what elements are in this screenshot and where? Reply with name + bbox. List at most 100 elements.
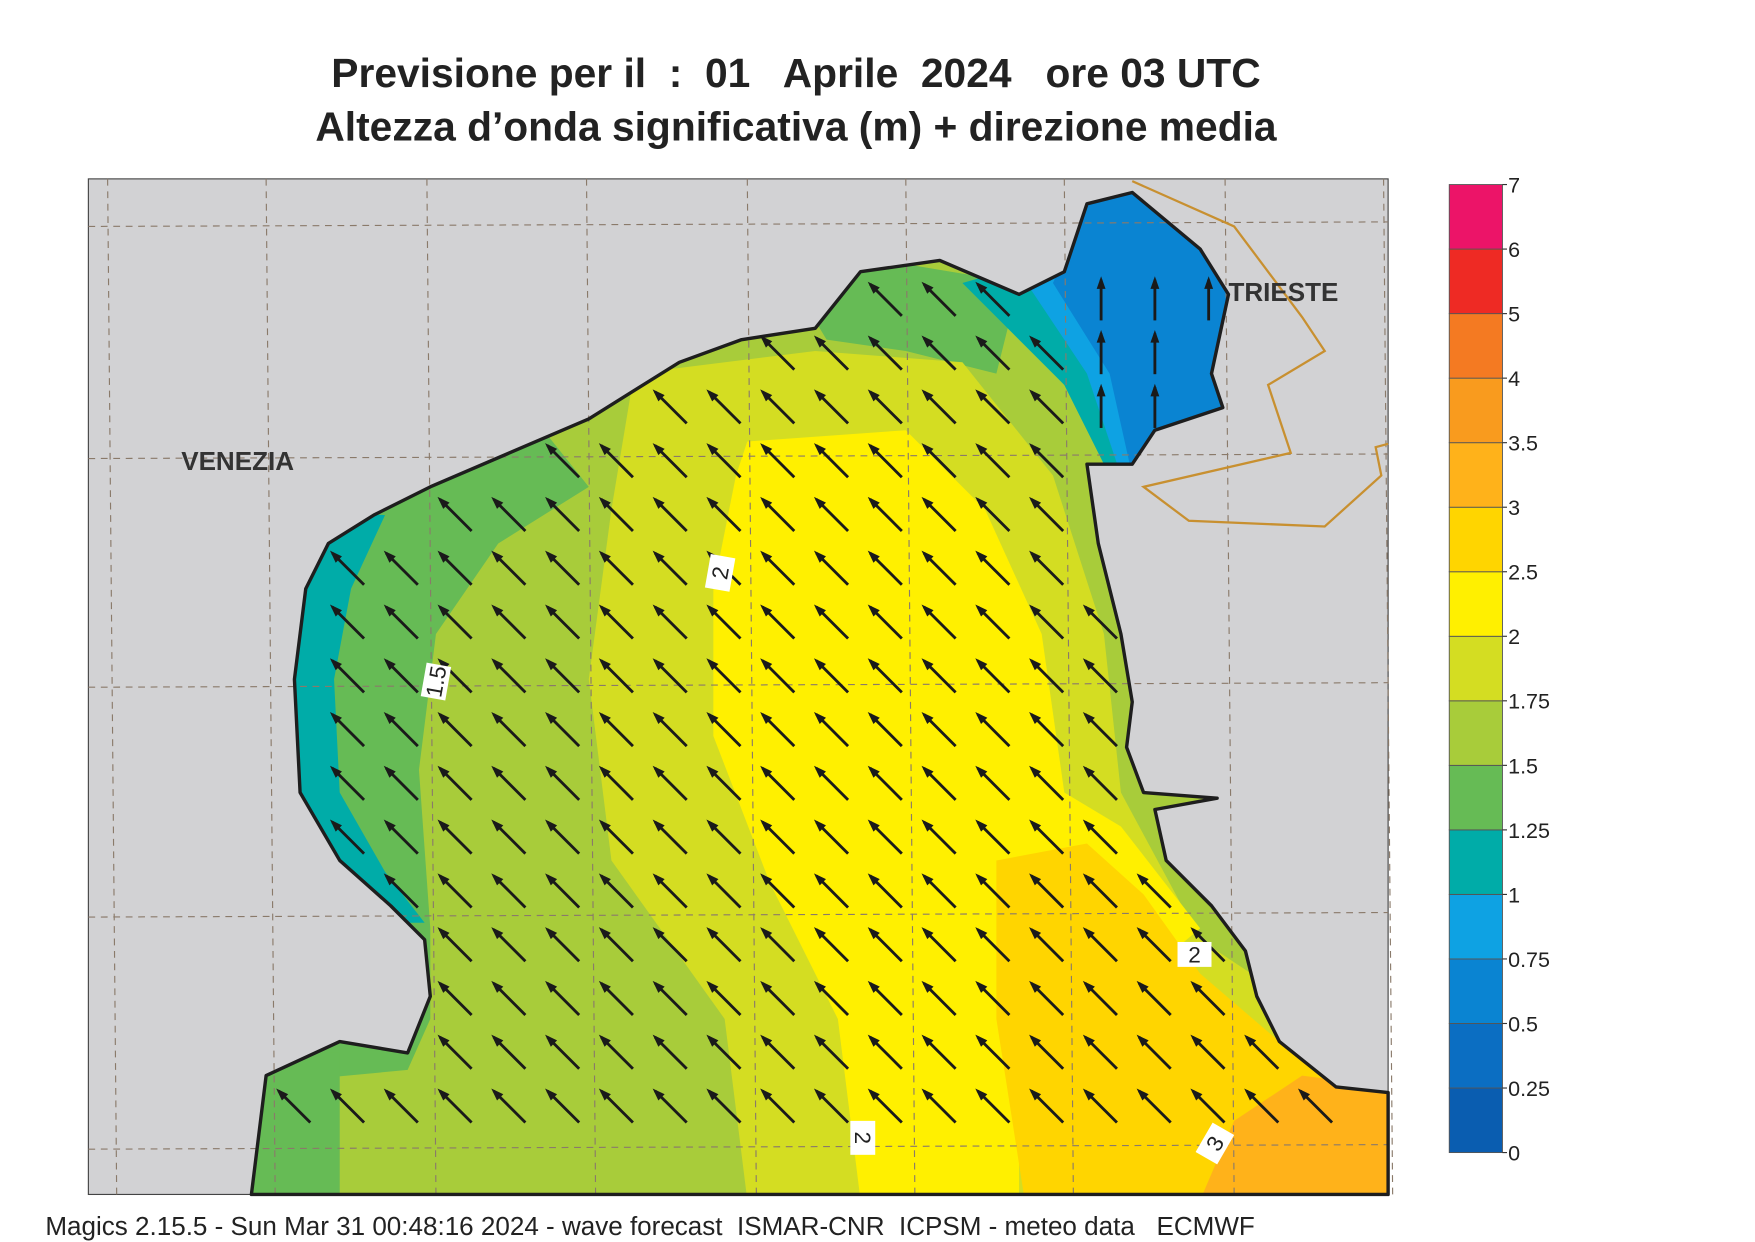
arrow-head: [760, 389, 773, 402]
direction-arrow: [1029, 927, 1065, 963]
arrow-head: [545, 1088, 558, 1101]
arrow-head: [921, 712, 934, 725]
direction-arrow: [1150, 330, 1160, 375]
colorbar-swatch: [1448, 571, 1503, 637]
arrow-head: [706, 873, 719, 886]
arrow-head: [867, 1034, 880, 1047]
direction-arrow: [975, 443, 1011, 479]
arrow-head: [813, 550, 826, 563]
direction-arrow: [491, 712, 527, 748]
arrow-head: [329, 819, 342, 832]
arrow-head: [437, 873, 450, 886]
arrow-head: [545, 443, 558, 456]
direction-arrow: [706, 496, 742, 532]
arrow-head: [1082, 1088, 1095, 1101]
direction-arrow: [867, 658, 903, 694]
direction-arrow: [652, 550, 688, 586]
arrow-head: [652, 1088, 665, 1101]
arrow-head: [921, 281, 934, 294]
direction-arrow: [760, 389, 796, 425]
colorbar-swatch: [1448, 893, 1503, 960]
arrow-head: [706, 496, 719, 509]
colorbar-label: 7: [1508, 173, 1520, 197]
arrow-head: [1150, 276, 1160, 289]
direction-arrow: [760, 1088, 796, 1124]
arrow-head: [652, 927, 665, 940]
colorbar-label: 5: [1508, 303, 1520, 327]
colorbar-label: 6: [1508, 238, 1520, 262]
coastline: [249, 190, 1390, 1197]
arrow-head: [760, 1034, 773, 1047]
arrow-head: [1029, 873, 1042, 886]
arrow-head: [706, 712, 719, 725]
direction-arrow: [383, 712, 419, 748]
direction-arrow: [545, 819, 581, 855]
direction-arrow: [813, 389, 850, 425]
arrow-head: [652, 1034, 665, 1047]
direction-arrow: [491, 927, 527, 963]
arrow-head: [921, 1034, 934, 1047]
direction-arrow: [598, 1034, 634, 1070]
contour-label: 2: [1177, 941, 1212, 967]
direction-arrow: [1082, 1034, 1118, 1070]
direction-arrow: [1029, 604, 1065, 640]
direction-arrow: [1082, 658, 1118, 694]
arrow-head: [760, 550, 773, 563]
arrow-head: [921, 335, 934, 348]
direction-arrow: [975, 927, 1011, 963]
colorbar-label: 1.5: [1508, 754, 1538, 778]
arrow-head: [921, 819, 934, 832]
arrow-head: [813, 335, 826, 348]
direction-arrow: [921, 1034, 957, 1070]
direction-arrow: [813, 819, 850, 855]
colorbar: 0 0.25 0.5 0.75 1 1.25 1.5 1.75 2 2.5 3 3.5 4 5 6 7: [1448, 173, 1550, 1165]
direction-arrow: [652, 819, 688, 855]
arrow-head: [760, 712, 773, 725]
direction-arrow: [975, 873, 1011, 909]
arrow-head: [598, 873, 611, 886]
direction-arrow: [491, 765, 527, 801]
direction-arrow: [383, 873, 419, 909]
direction-arrow: [813, 980, 850, 1016]
direction-arrow: [598, 658, 634, 694]
arrow-head: [598, 604, 611, 617]
direction-arrow: [383, 604, 419, 640]
arrow-head: [652, 873, 665, 886]
arrow-head: [491, 658, 504, 671]
arrow-head: [329, 765, 342, 778]
direction-arrow: [1150, 276, 1160, 321]
arrow-head: [813, 765, 826, 778]
arrow-head: [867, 873, 880, 886]
direction-arrow: [437, 550, 473, 586]
subtitle: Altezza d’onda significativa (m) + direz…: [315, 103, 1277, 149]
direction-arrow: [760, 550, 796, 586]
direction-arrow: [1082, 819, 1118, 855]
arrow-head: [1150, 383, 1160, 397]
arrow-head: [329, 658, 342, 671]
arrow-head: [760, 443, 773, 456]
direction-arrow: [598, 1088, 634, 1124]
contour-label-text: 2: [707, 565, 734, 582]
contour-label-bg: [1177, 941, 1212, 967]
direction-arrow: [437, 604, 473, 640]
arrow-head: [706, 819, 719, 832]
direction-arrow: [921, 604, 957, 640]
arrow-head: [1029, 819, 1042, 832]
direction-arrow: [652, 389, 688, 425]
direction-arrow: [276, 1088, 312, 1124]
direction-arrow: [760, 1034, 796, 1070]
direction-arrow: [813, 1088, 850, 1124]
arrow-head: [813, 658, 826, 671]
direction-arrow: [867, 604, 903, 640]
direction-arrow: [1244, 1034, 1280, 1070]
direction-arrow: [1136, 927, 1172, 963]
direction-arrow: [652, 604, 688, 640]
direction-arrow: [867, 550, 903, 586]
arrow-head: [813, 443, 826, 456]
direction-arrow: [867, 873, 903, 909]
direction-arrow: [652, 980, 688, 1016]
direction-arrow: [706, 1088, 742, 1124]
contour-label-bg: [704, 553, 736, 592]
direction-arrow: [1082, 1088, 1118, 1124]
arrow-head: [1082, 1034, 1095, 1047]
